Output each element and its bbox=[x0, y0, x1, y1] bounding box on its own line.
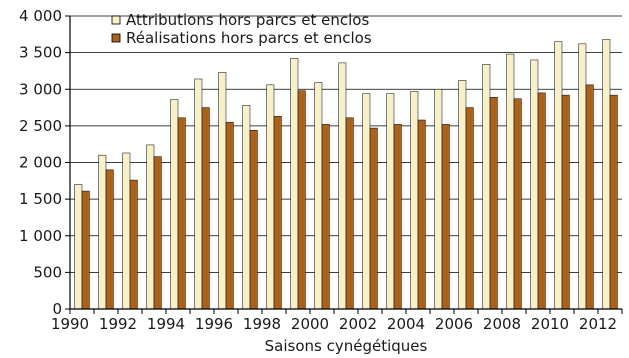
bar-realisations-2012 bbox=[609, 94, 618, 310]
bar-attributions-1993 bbox=[146, 144, 155, 310]
bar-attributions-1994 bbox=[170, 99, 179, 310]
bar-attributions-1996 bbox=[218, 72, 227, 310]
bar-realisations-1990 bbox=[81, 190, 90, 310]
bar-attributions-1992 bbox=[122, 152, 131, 310]
bar-realisations-1994 bbox=[177, 117, 186, 310]
legend-swatch-attributions bbox=[111, 15, 121, 25]
bar-attributions-1991 bbox=[98, 154, 107, 310]
x-tick-label: 2012 bbox=[579, 315, 617, 333]
bar-attributions-2005 bbox=[434, 89, 443, 310]
y-tick-label: 500 bbox=[33, 263, 62, 281]
bar-attributions-2012 bbox=[602, 39, 611, 310]
bar-realisations-1992 bbox=[129, 179, 138, 310]
x-tick-label: 1996 bbox=[195, 315, 233, 333]
bar-attributions-1990 bbox=[74, 184, 83, 310]
legend-label-attributions: Attributions hors parcs et enclos bbox=[126, 11, 369, 29]
y-tick-label: 2 000 bbox=[19, 154, 62, 172]
bar-realisations-2010 bbox=[561, 94, 570, 310]
x-tick-label: 1994 bbox=[147, 315, 185, 333]
bar-attributions-1999 bbox=[290, 58, 299, 310]
legend-label-realisations: Réalisations hors parcs et enclos bbox=[126, 29, 372, 47]
y-tick-label: 3 500 bbox=[19, 44, 62, 62]
y-tick-label: 1 000 bbox=[19, 227, 62, 245]
x-tick-label: 2000 bbox=[291, 315, 329, 333]
bar-realisations-1993 bbox=[153, 156, 162, 310]
bar-attributions-2004 bbox=[410, 91, 419, 310]
x-axis-title: Saisons cynégétiques bbox=[265, 337, 428, 355]
bar-attributions-2006 bbox=[458, 80, 467, 310]
bar-realisations-1995 bbox=[201, 107, 210, 310]
bar-attributions-1995 bbox=[194, 78, 203, 310]
x-tick-label: 2004 bbox=[387, 315, 425, 333]
x-axis-ticks: 1990 1992 1994 1996 1998 2000 2002 2004 2006 2008… bbox=[51, 309, 623, 333]
x-tick-label: 2006 bbox=[435, 315, 473, 333]
x-tick-label: 1992 bbox=[99, 315, 137, 333]
x-tick-label: 2010 bbox=[531, 315, 569, 333]
bar-attributions-2008 bbox=[506, 53, 515, 310]
bar-attributions-2009 bbox=[530, 59, 539, 310]
y-tick-label: 0 bbox=[52, 300, 62, 318]
bar-realisations-1999 bbox=[297, 90, 306, 310]
bar-realisations-2002 bbox=[369, 127, 378, 310]
legend: Attributions hors parcs et enclos Réalis… bbox=[111, 11, 372, 47]
bar-attributions-2011 bbox=[578, 43, 587, 310]
x-tick-label: 2002 bbox=[339, 315, 377, 333]
y-tick-label: 1 500 bbox=[19, 190, 62, 208]
bar-attributions-1998 bbox=[266, 84, 275, 310]
bars bbox=[74, 39, 618, 310]
x-tick-label: 1998 bbox=[243, 315, 281, 333]
x-tick-label: 2008 bbox=[483, 315, 521, 333]
bar-attributions-2010 bbox=[554, 41, 563, 310]
bar-realisations-2008 bbox=[513, 98, 522, 310]
bar-realisations-2006 bbox=[465, 107, 474, 310]
y-tick-label: 3 000 bbox=[19, 80, 62, 98]
y-tick-label: 2 500 bbox=[19, 117, 62, 135]
bar-realisations-1996 bbox=[225, 121, 234, 310]
bar-realisations-2000 bbox=[321, 124, 330, 310]
x-tick-label: 1990 bbox=[51, 315, 89, 333]
bar-attributions-2007 bbox=[482, 64, 491, 310]
bar-attributions-2002 bbox=[362, 93, 371, 310]
bar-realisations-1998 bbox=[273, 116, 282, 310]
bar-realisations-2003 bbox=[393, 124, 402, 310]
bar-realisations-2007 bbox=[489, 97, 498, 310]
bar-attributions-2000 bbox=[314, 82, 323, 310]
y-axis-ticks: 0 500 1 000 1 500 2 000 2 500 3 000 3 500 4 000 bbox=[19, 7, 70, 318]
bar-realisations-2005 bbox=[441, 124, 450, 310]
bar-realisations-2004 bbox=[417, 119, 426, 310]
bar-attributions-2003 bbox=[386, 93, 395, 310]
bar-realisations-1991 bbox=[105, 169, 114, 310]
bar-realisations-1997 bbox=[249, 130, 258, 310]
bar-attributions-2001 bbox=[338, 62, 347, 310]
legend-swatch-realisations bbox=[111, 33, 121, 43]
bar-realisations-2009 bbox=[537, 92, 546, 310]
y-tick-label: 4 000 bbox=[19, 7, 62, 25]
bar-attributions-1997 bbox=[242, 105, 251, 310]
bar-realisations-2001 bbox=[345, 117, 354, 310]
bar-realisations-2011 bbox=[585, 84, 594, 310]
